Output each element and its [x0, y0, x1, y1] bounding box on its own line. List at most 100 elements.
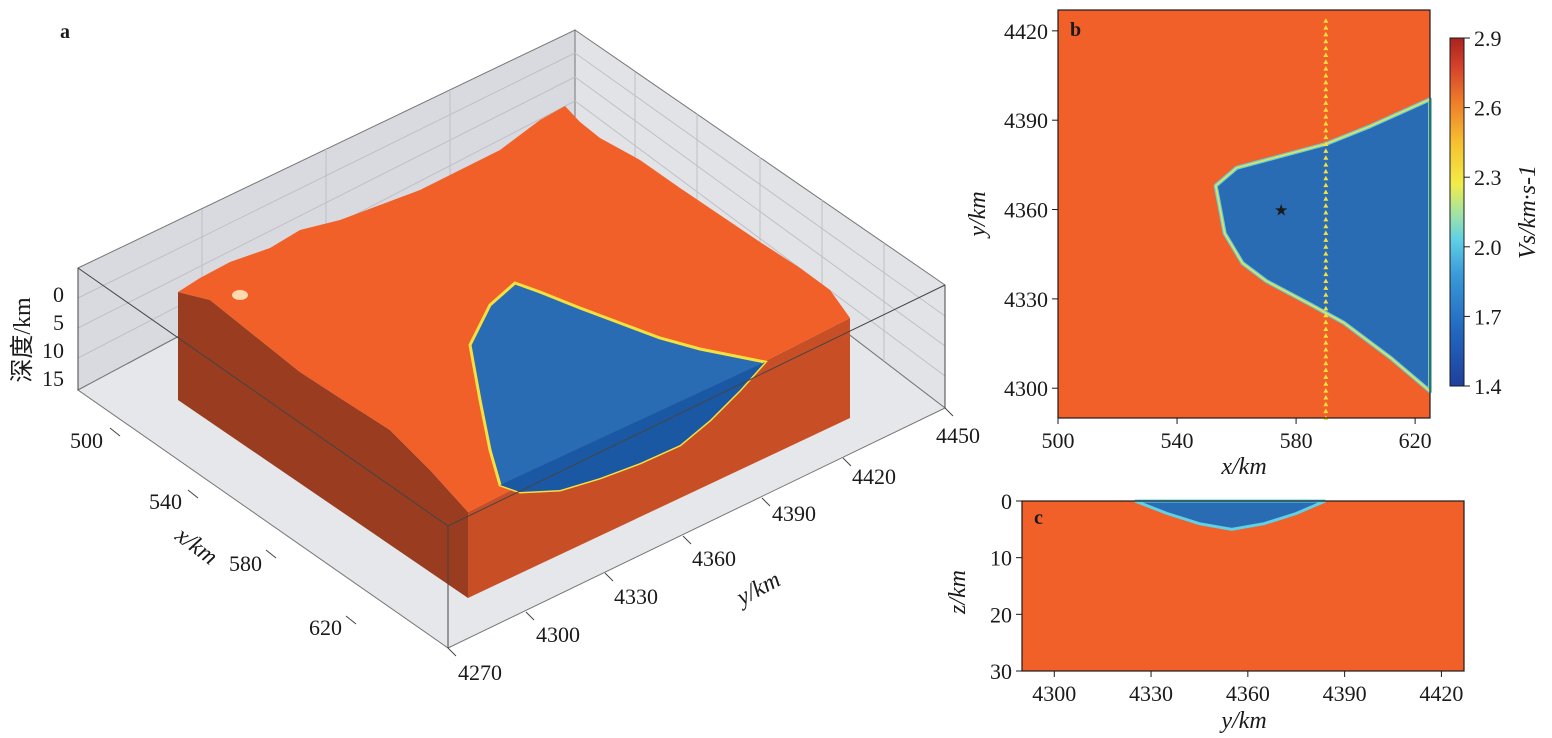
- station-marker: [1323, 127, 1329, 133]
- a-z-tick-2: 10: [42, 338, 64, 363]
- station-marker: [1323, 367, 1329, 373]
- station-marker: [1323, 134, 1329, 140]
- a-y-tick-3: 4360: [692, 546, 736, 571]
- a-x-tick-0: 500: [70, 428, 103, 453]
- b-station-line: [1323, 18, 1329, 420]
- a-x-tick-3: 620: [309, 615, 342, 640]
- box-edges: [77, 267, 946, 648]
- surface-highlight: [232, 290, 248, 300]
- station-marker: [1323, 25, 1329, 30]
- c-plot-area: [1022, 501, 1464, 671]
- c-y-tick-label: 0: [1001, 489, 1012, 514]
- station-marker: [1323, 244, 1329, 249]
- b-y-tick-label: 4330: [1004, 287, 1048, 312]
- station-marker: [1323, 360, 1329, 366]
- panel-c-label: c: [1034, 507, 1043, 529]
- station-marker: [1323, 251, 1329, 256]
- basin-deep: [500, 362, 765, 492]
- colorbar-label: Vs/km·s-1: [1515, 165, 1541, 259]
- colorbar-tick-label: 2.9: [1474, 26, 1502, 51]
- station-marker: [1323, 203, 1329, 208]
- station-marker: [1323, 79, 1329, 85]
- station-marker: [1323, 326, 1329, 331]
- station-marker: [1323, 257, 1329, 263]
- panel-b-label: b: [1070, 19, 1081, 41]
- c-x-label: y/km: [1219, 708, 1266, 734]
- b-frame: [1057, 9, 1431, 419]
- b-y-ticks: 4300 4330 4360 4390 4420: [1004, 19, 1058, 401]
- station-marker: [1323, 388, 1329, 393]
- c-x-tick-label: 4390: [1323, 681, 1367, 706]
- colorbar-ticks: 2.9 2.6 2.3 2.0 1.7 1.4: [1464, 26, 1502, 399]
- colorbar-tick-label: 1.4: [1474, 374, 1502, 399]
- station-marker: [1323, 237, 1329, 242]
- b-x-tick-label: 540: [1161, 428, 1194, 453]
- station-marker: [1323, 18, 1329, 23]
- a-z-label: 深度/km: [9, 297, 36, 383]
- station-marker: [1323, 264, 1329, 270]
- station-marker: [1323, 292, 1329, 297]
- a-x-tick-2: 580: [229, 551, 262, 576]
- c-x-ticks: 4300 4330 4360 4390 4420: [1032, 671, 1463, 706]
- a-y-tick-0: 4270: [458, 660, 502, 685]
- panel-a-label: a: [60, 21, 70, 43]
- a-z-tick-3: 15: [42, 366, 64, 391]
- station-marker: [1323, 210, 1329, 215]
- block-side-left: [178, 292, 468, 598]
- c-x-tick-label: 4420: [1419, 681, 1463, 706]
- station-marker: [1323, 141, 1329, 147]
- a-y-label: y/km: [731, 567, 785, 612]
- a-x-label: x/km: [169, 522, 222, 571]
- b-y-label: y/km: [965, 191, 991, 238]
- station-marker: [1323, 45, 1329, 51]
- station-marker: [1323, 38, 1329, 44]
- station-marker: [1323, 168, 1329, 174]
- b-y-tick-label: 4300: [1004, 376, 1048, 401]
- station-marker: [1323, 189, 1329, 194]
- station-marker: [1323, 319, 1329, 325]
- station-marker: [1323, 216, 1329, 222]
- station-marker: [1323, 347, 1329, 352]
- c-y-tick-label: 10: [990, 546, 1012, 571]
- c-y-tick-label: 20: [990, 602, 1012, 627]
- a-z-tick-0: 0: [53, 282, 64, 307]
- ticks-a: [109, 407, 954, 657]
- c-frame: [1021, 500, 1465, 672]
- a-y-tick-4: 4390: [772, 501, 816, 526]
- station-marker: [1323, 114, 1329, 119]
- a-y-tick-5: 4420: [852, 464, 896, 489]
- a-z-tick-1: 5: [53, 310, 64, 335]
- station-marker: [1323, 100, 1329, 105]
- station-marker: [1323, 340, 1329, 345]
- station-marker: [1323, 278, 1329, 284]
- b-star-marker: ★: [1274, 203, 1288, 220]
- station-marker: [1323, 285, 1329, 290]
- station-marker: [1323, 93, 1329, 99]
- b-x-tick-label: 620: [1399, 428, 1432, 453]
- station-marker: [1323, 148, 1329, 153]
- station-marker: [1323, 107, 1329, 112]
- colorbar-tick-label: 2.3: [1474, 165, 1502, 190]
- station-marker: [1323, 66, 1329, 71]
- a-y-tick-2: 4330: [614, 584, 658, 609]
- b-x-tick-label: 500: [1042, 428, 1075, 453]
- station-marker: [1323, 196, 1329, 201]
- c-y-label: z/km: [945, 570, 971, 615]
- a-y-tick-6: 4450: [936, 423, 980, 448]
- station-marker: [1323, 305, 1329, 311]
- c-x-tick-label: 4300: [1032, 681, 1076, 706]
- station-marker: [1323, 271, 1329, 277]
- c-x-tick-label: 4330: [1129, 681, 1173, 706]
- station-marker: [1323, 312, 1329, 318]
- b-y-tick-label: 4420: [1004, 19, 1048, 44]
- panel-a: a 0 5 10 15 深度/km 500 540 580 620 x/km 4…: [9, 21, 980, 685]
- station-marker: [1323, 401, 1329, 407]
- station-marker: [1323, 155, 1329, 160]
- station-marker: [1323, 73, 1329, 78]
- block-side-front: [468, 318, 850, 598]
- station-marker: [1323, 230, 1329, 236]
- station-marker: [1323, 86, 1329, 92]
- station-marker: [1323, 162, 1329, 167]
- b-y-tick-label: 4390: [1004, 108, 1048, 133]
